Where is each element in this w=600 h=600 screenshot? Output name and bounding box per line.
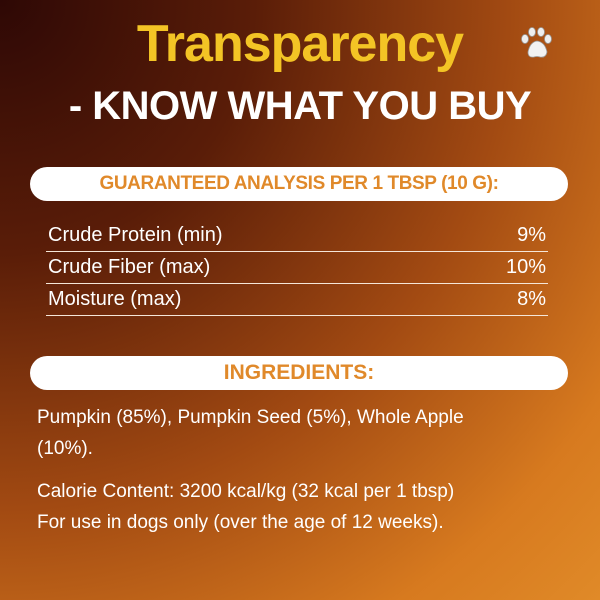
table-row: Crude Fiber (max) 10% [46, 252, 548, 284]
analysis-table: Crude Protein (min) 9% Crude Fiber (max)… [46, 220, 548, 316]
calorie-content: Calorie Content: 3200 kcal/kg (32 kcal p… [37, 481, 455, 502]
table-row: Crude Protein (min) 9% [46, 220, 548, 252]
page-title: Transparency [136, 15, 464, 73]
table-row: Moisture (max) 8% [46, 284, 548, 316]
row-label: Moisture (max) [48, 288, 182, 310]
row-value: 9% [517, 224, 546, 246]
page-subtitle: - KNOW WHAT YOU BUY [68, 84, 532, 128]
row-value: 10% [505, 256, 546, 278]
ingredients-heading: INGREDIENTS: [30, 356, 568, 390]
ingredients-list: Pumpkin (85%), Pumpkin Seed (5%), Whole … [37, 407, 464, 459]
paw-icon [521, 27, 552, 58]
usage-note: For use in dogs only (over the age of 12… [37, 512, 444, 533]
analysis-heading: GUARANTEED ANALYSIS PER 1 TBSP (10 G): [30, 167, 568, 201]
row-value: 8% [517, 288, 546, 310]
row-label: Crude Protein (min) [48, 224, 223, 246]
row-label: Crude Fiber (max) [48, 256, 211, 278]
